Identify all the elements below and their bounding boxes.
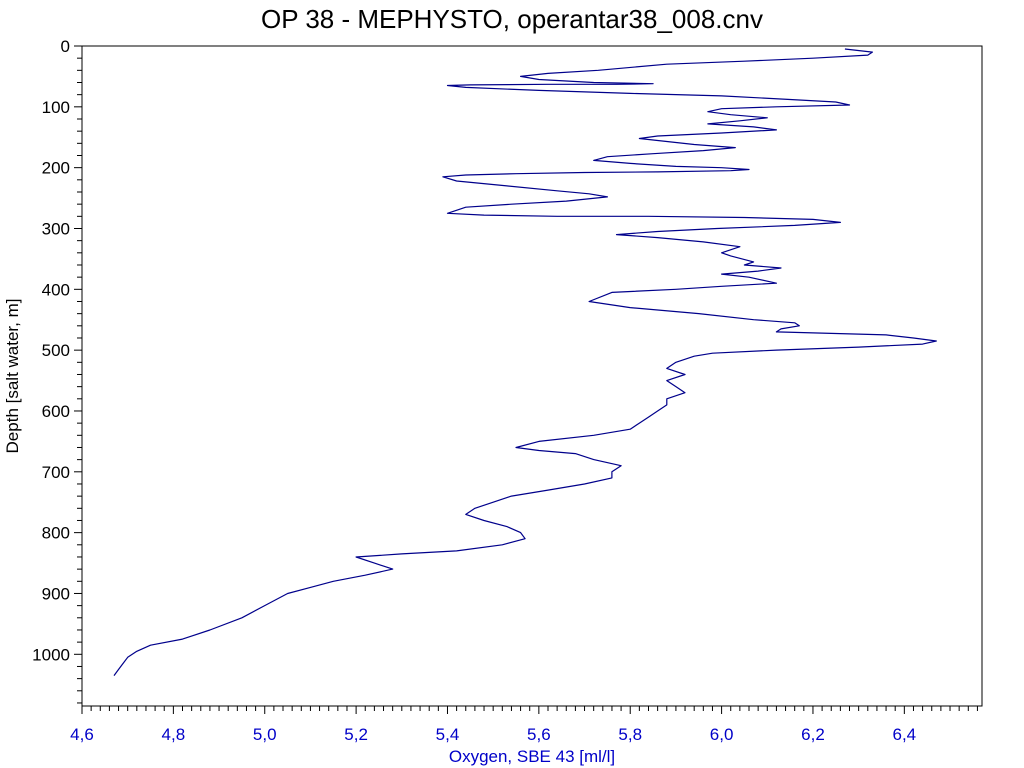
x-tick-label: 5,4 bbox=[436, 725, 460, 744]
y-axis-label: Depth [salt water, m] bbox=[3, 299, 22, 454]
x-tick-label: 6,4 bbox=[893, 725, 917, 744]
x-tick-label: 4,6 bbox=[70, 725, 94, 744]
chart-title: OP 38 - MEPHYSTO, operantar38_008.cnv bbox=[261, 4, 763, 34]
y-tick-label: 500 bbox=[42, 341, 70, 360]
y-axis-tick-labels: 0 100 200 300 400 500 600 700 800 900 1000 bbox=[32, 37, 70, 664]
x-tick-label: 5,0 bbox=[253, 725, 277, 744]
x-tick-label: 5,8 bbox=[618, 725, 642, 744]
y-tick-label: 0 bbox=[61, 37, 70, 56]
x-tick-label: 5,6 bbox=[527, 725, 551, 744]
y-tick-label: 800 bbox=[42, 524, 70, 543]
y-tick-label: 600 bbox=[42, 402, 70, 421]
x-axis-label: Oxygen, SBE 43 [ml/l] bbox=[449, 747, 615, 766]
y-tick-label: 100 bbox=[42, 98, 70, 117]
x-tick-label: 5,2 bbox=[344, 725, 368, 744]
y-tick-label: 1000 bbox=[32, 645, 70, 664]
y-axis-ticks bbox=[74, 45, 82, 704]
y-tick-label: 400 bbox=[42, 280, 70, 299]
x-axis-ticks bbox=[81, 706, 978, 714]
y-tick-label: 900 bbox=[42, 584, 70, 603]
x-axis-tick-labels: 4,6 4,8 5,0 5,2 5,4 5,6 5,8 6,0 6,2 6,4 bbox=[70, 725, 916, 744]
oxygen-profile-line bbox=[113, 48, 937, 676]
y-tick-label: 700 bbox=[42, 463, 70, 482]
y-tick-label: 300 bbox=[42, 219, 70, 238]
x-tick-label: 6,2 bbox=[801, 725, 825, 744]
x-tick-label: 4,8 bbox=[162, 725, 186, 744]
plot-area bbox=[81, 45, 983, 707]
x-tick-label: 6,0 bbox=[710, 725, 734, 744]
y-tick-label: 200 bbox=[42, 159, 70, 178]
